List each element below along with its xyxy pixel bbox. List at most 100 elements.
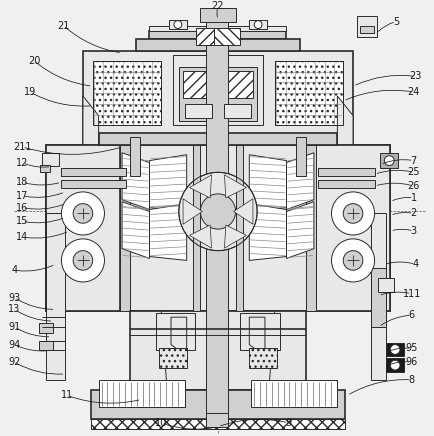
Bar: [135, 39, 299, 51]
Text: 6: 6: [408, 310, 414, 320]
Bar: [385, 343, 403, 356]
Circle shape: [73, 204, 92, 223]
Polygon shape: [189, 175, 211, 198]
Text: 16: 16: [16, 203, 28, 213]
Text: 211: 211: [13, 142, 31, 152]
Text: 8: 8: [408, 375, 414, 385]
Bar: [61, 168, 126, 176]
Bar: [92, 61, 161, 126]
Polygon shape: [233, 199, 252, 224]
Bar: [130, 311, 306, 390]
Bar: [91, 390, 345, 419]
Text: 3: 3: [410, 226, 416, 236]
Bar: [130, 137, 139, 176]
Polygon shape: [337, 96, 352, 145]
Bar: [317, 168, 374, 176]
Bar: [370, 214, 385, 380]
Text: 5: 5: [392, 17, 398, 27]
Text: 15: 15: [16, 216, 28, 226]
Bar: [206, 8, 227, 429]
Bar: [317, 180, 374, 188]
Circle shape: [331, 192, 374, 235]
Bar: [173, 55, 263, 126]
Bar: [99, 380, 184, 407]
Circle shape: [342, 204, 362, 223]
Text: 7: 7: [410, 156, 416, 166]
Circle shape: [174, 20, 181, 28]
Text: 10: 10: [155, 418, 167, 428]
Text: 12: 12: [16, 157, 28, 167]
Text: 23: 23: [408, 72, 421, 82]
Bar: [99, 133, 337, 145]
Bar: [235, 145, 243, 311]
Text: 4: 4: [11, 265, 17, 275]
Circle shape: [61, 192, 104, 235]
Bar: [206, 413, 227, 427]
Polygon shape: [286, 202, 313, 259]
Bar: [274, 61, 342, 126]
Bar: [240, 313, 279, 351]
Bar: [249, 348, 276, 368]
Circle shape: [61, 239, 104, 282]
Polygon shape: [171, 317, 186, 356]
Circle shape: [384, 156, 393, 166]
Bar: [378, 278, 393, 292]
Text: 1: 1: [410, 193, 416, 203]
Text: 94: 94: [8, 340, 20, 350]
Polygon shape: [189, 225, 211, 248]
Text: 9: 9: [285, 418, 291, 428]
Text: 2: 2: [410, 208, 416, 218]
Bar: [156, 313, 195, 351]
Text: 19: 19: [24, 87, 36, 97]
Bar: [120, 145, 130, 311]
Text: 11: 11: [61, 391, 73, 400]
Text: 18: 18: [16, 177, 28, 187]
Bar: [182, 71, 214, 98]
Bar: [39, 341, 53, 351]
Bar: [46, 145, 120, 311]
Bar: [385, 358, 403, 372]
Polygon shape: [183, 199, 202, 224]
Bar: [296, 137, 306, 176]
Circle shape: [342, 251, 362, 270]
Bar: [274, 61, 342, 126]
Bar: [149, 31, 286, 39]
Bar: [249, 20, 266, 30]
Text: 26: 26: [407, 181, 419, 191]
Bar: [196, 27, 221, 45]
Bar: [159, 348, 186, 368]
Polygon shape: [149, 204, 186, 260]
Polygon shape: [249, 155, 286, 211]
Text: 91: 91: [8, 322, 20, 332]
Bar: [46, 214, 65, 380]
Bar: [356, 16, 376, 37]
Text: 14: 14: [16, 232, 28, 242]
Circle shape: [178, 172, 256, 251]
Bar: [169, 20, 186, 30]
Polygon shape: [122, 153, 149, 210]
Bar: [224, 104, 251, 118]
Polygon shape: [122, 202, 149, 259]
Polygon shape: [161, 311, 274, 390]
Bar: [221, 71, 253, 98]
Circle shape: [73, 251, 92, 270]
Text: 13: 13: [8, 304, 20, 314]
Text: 111: 111: [401, 289, 420, 299]
Polygon shape: [83, 96, 99, 145]
Bar: [39, 323, 53, 333]
Circle shape: [389, 344, 399, 354]
Text: 96: 96: [404, 357, 417, 367]
Text: 95: 95: [404, 344, 417, 354]
Bar: [370, 268, 385, 327]
Bar: [42, 153, 59, 167]
Bar: [46, 145, 389, 311]
Polygon shape: [249, 317, 264, 356]
Bar: [359, 26, 373, 34]
Bar: [184, 104, 212, 118]
Bar: [178, 67, 256, 122]
Text: 22: 22: [211, 1, 224, 11]
Bar: [92, 61, 161, 126]
Text: 93: 93: [8, 293, 20, 303]
Text: 17: 17: [16, 191, 28, 201]
Bar: [214, 27, 239, 45]
